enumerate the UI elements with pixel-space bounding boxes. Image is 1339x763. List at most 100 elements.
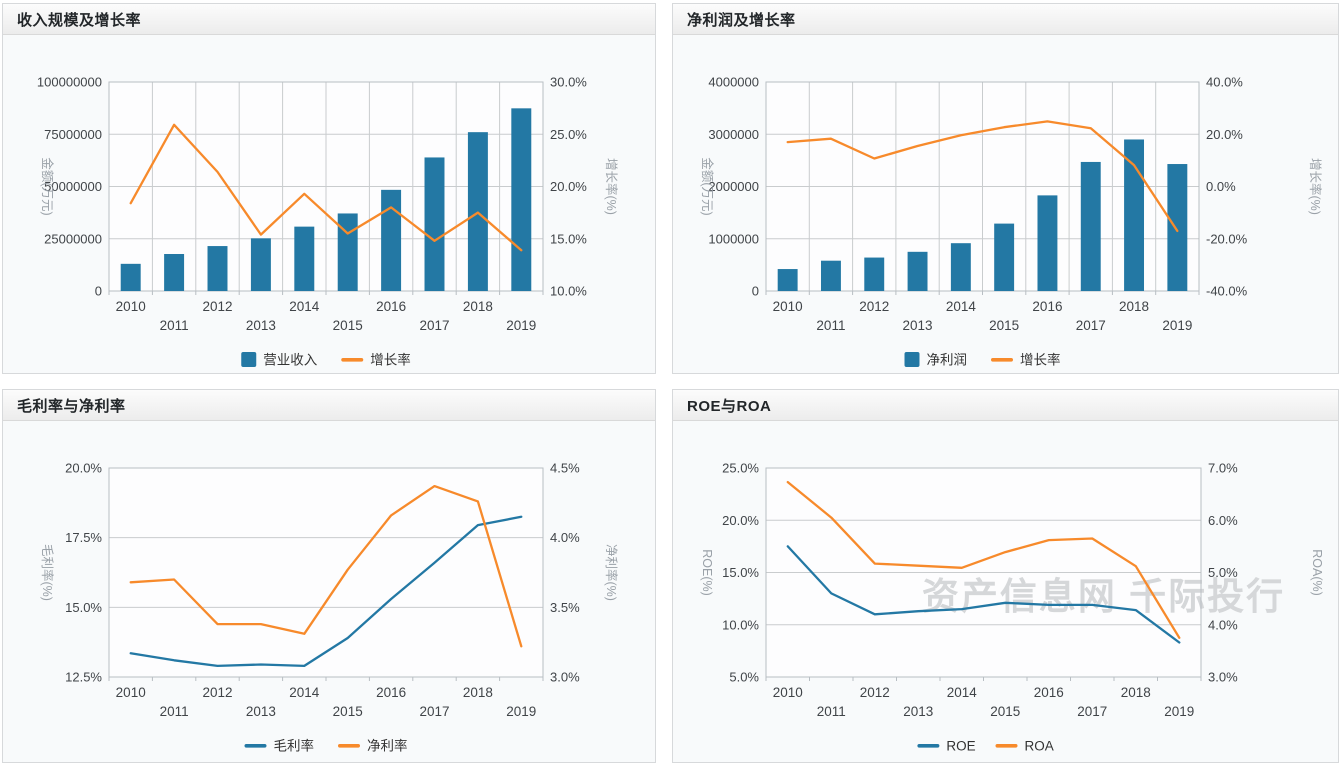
legend-swatch-bar (241, 352, 257, 367)
x-axis-tick-label: 2019 (1164, 704, 1194, 719)
panel-title: 净利润及增长率 (687, 11, 796, 29)
y-axis-tick-label: 17.5% (65, 530, 102, 545)
panel-header: ROE与ROA (673, 390, 1338, 421)
x-axis-tick-label: 2019 (506, 318, 536, 333)
panel-netprofit-growth: 净利润及增长率 0 1000000 2000000 3000000 4000000 -40… (672, 3, 1339, 374)
bar (381, 189, 402, 291)
y-axis-tick-label: 40.0% (1206, 75, 1243, 90)
legend-item-1[interactable]: ROA (995, 739, 1054, 754)
x-axis-tick-label: 2013 (903, 318, 933, 333)
panel-body: 0 25000000 50000000 75000000 100000000 10.0% 1… (3, 35, 655, 373)
bar (424, 157, 445, 291)
legend-label: 毛利率 (274, 738, 315, 754)
panel-revenue-growth: 收入规模及增长率 0 25000000 50000000 75000000 100000… (2, 3, 656, 374)
x-axis-tick-label: 2016 (1034, 685, 1064, 700)
x-axis-tick-label: 2018 (463, 299, 493, 314)
x-axis-tick-label: 2017 (1076, 318, 1106, 333)
legend-item-0[interactable]: 毛利率 (244, 738, 315, 754)
y-axis-tick-label: 50000000 (44, 179, 102, 194)
bar (864, 257, 885, 291)
x-axis-tick-label: 2018 (463, 685, 493, 700)
left-axis-title: 金额(万元) (700, 157, 715, 215)
y-axis-tick-label: 3.0% (550, 670, 580, 685)
x-axis-tick-label: 2019 (506, 704, 536, 719)
y-axis-tick-label: 7.0% (1208, 461, 1238, 476)
y-axis-tick-label: 30.0% (550, 75, 587, 90)
x-axis-tick-label: 2011 (160, 704, 189, 719)
chart-canvas: 5.0% 10.0% 15.0% 20.0% 25.0% 3.0% 4.0% 5.0% 6.0%… (700, 461, 1324, 754)
y-axis-tick-label: 15.0% (65, 600, 102, 615)
panel-body: 5.0% 10.0% 15.0% 20.0% 25.0% 3.0% 4.0% 5.0% 6.0%… (673, 421, 1338, 762)
x-axis-tick-label: 2010 (773, 685, 803, 700)
legend-swatch-bar (904, 352, 920, 367)
legend-label: 增长率 (370, 352, 411, 368)
legend-swatch-line (341, 358, 364, 362)
y-axis-tick-label: 4.0% (1208, 617, 1238, 632)
legend-label: 增长率 (1020, 352, 1061, 368)
y-axis-tick-label: 5.0% (1208, 565, 1238, 580)
panel-title: 收入规模及增长率 (17, 11, 142, 29)
plot-area (109, 468, 543, 677)
y-axis-tick-label: 2000000 (708, 179, 759, 194)
y-axis-tick-label: 3000000 (708, 127, 759, 142)
x-axis-tick-label: 2014 (946, 299, 977, 314)
y-axis-tick-label: 15.0% (550, 231, 587, 246)
bar (164, 254, 185, 291)
legend-item-1[interactable]: 增长率 (991, 352, 1061, 368)
series-line (129, 515, 523, 668)
y-axis-tick-label: 25.0% (722, 461, 759, 476)
y-axis-tick-label: 3.5% (550, 600, 580, 615)
chart-canvas: 12.5% 15.0% 17.5% 20.0% 3.0% 3.5% 4.0% 4.5% 2010… (40, 461, 619, 754)
x-axis-tick-label: 2016 (376, 299, 406, 314)
x-axis-tick-label: 2015 (989, 318, 1019, 333)
y-axis-tick-label: -20.0% (1206, 231, 1248, 246)
x-axis-tick-label: 2010 (116, 299, 146, 314)
bar (337, 213, 358, 291)
y-axis-tick-label: 10.0% (722, 617, 759, 632)
panel-header: 毛利率与净利率 (3, 390, 655, 421)
series-line (129, 484, 523, 648)
panel-title: ROE与ROA (687, 397, 772, 415)
y-axis-tick-label: 6.0% (1208, 513, 1238, 528)
panel-header: 收入规模及增长率 (3, 4, 655, 35)
legend-item-0[interactable]: 营业收入 (241, 352, 318, 368)
legend-label: 净利率 (367, 738, 408, 754)
y-axis-tick-label: 5.0% (729, 670, 759, 685)
right-axis-title: 净利率(%) (604, 544, 619, 601)
legend-swatch-line (917, 744, 940, 748)
x-axis-tick-label: 2013 (903, 704, 933, 719)
panel-header: 净利润及增长率 (673, 4, 1338, 35)
y-axis-tick-label: 1000000 (708, 231, 759, 246)
y-axis-tick-label: 25.0% (550, 127, 587, 142)
legend-swatch-line (995, 744, 1018, 748)
legend-item-1[interactable]: 净利率 (338, 738, 408, 754)
x-axis-tick-label: 2019 (1162, 318, 1192, 333)
x-axis-tick-label: 2018 (1119, 299, 1149, 314)
bar (1124, 139, 1145, 291)
legend-label: 净利润 (927, 353, 968, 368)
y-axis-tick-label: 10.0% (550, 284, 587, 299)
y-axis-tick-label: 20.0% (550, 179, 587, 194)
x-axis-tick-label: 2012 (860, 685, 890, 700)
legend-label: ROA (1025, 739, 1054, 754)
left-axis-title: 金额(万元) (40, 157, 55, 215)
y-axis-tick-label: 4.5% (550, 461, 580, 476)
x-axis-tick-label: 2014 (289, 685, 320, 700)
y-axis-tick-label: 0 (752, 284, 759, 299)
x-axis-tick-label: 2016 (376, 685, 406, 700)
legend-item-0[interactable]: ROE (917, 739, 976, 754)
legend-label: 营业收入 (263, 353, 317, 368)
right-axis-title: 增长率(%) (604, 158, 619, 215)
y-axis-tick-label: 20.0% (722, 513, 759, 528)
legend-item-0[interactable]: 净利润 (904, 352, 968, 368)
x-axis-tick-label: 2016 (1032, 299, 1062, 314)
y-axis-tick-label: 0.0% (1206, 179, 1236, 194)
y-axis-tick-label: 15.0% (722, 565, 759, 580)
legend-item-1[interactable]: 增长率 (341, 352, 411, 368)
panel-body: 12.5% 15.0% 17.5% 20.0% 3.0% 3.5% 4.0% 4.5% 2010… (3, 421, 655, 762)
y-axis-tick-label: 4000000 (708, 75, 759, 90)
left-axis-title: ROE(%) (700, 549, 714, 596)
series-line (786, 480, 1181, 639)
x-axis-tick-label: 2017 (419, 704, 449, 719)
